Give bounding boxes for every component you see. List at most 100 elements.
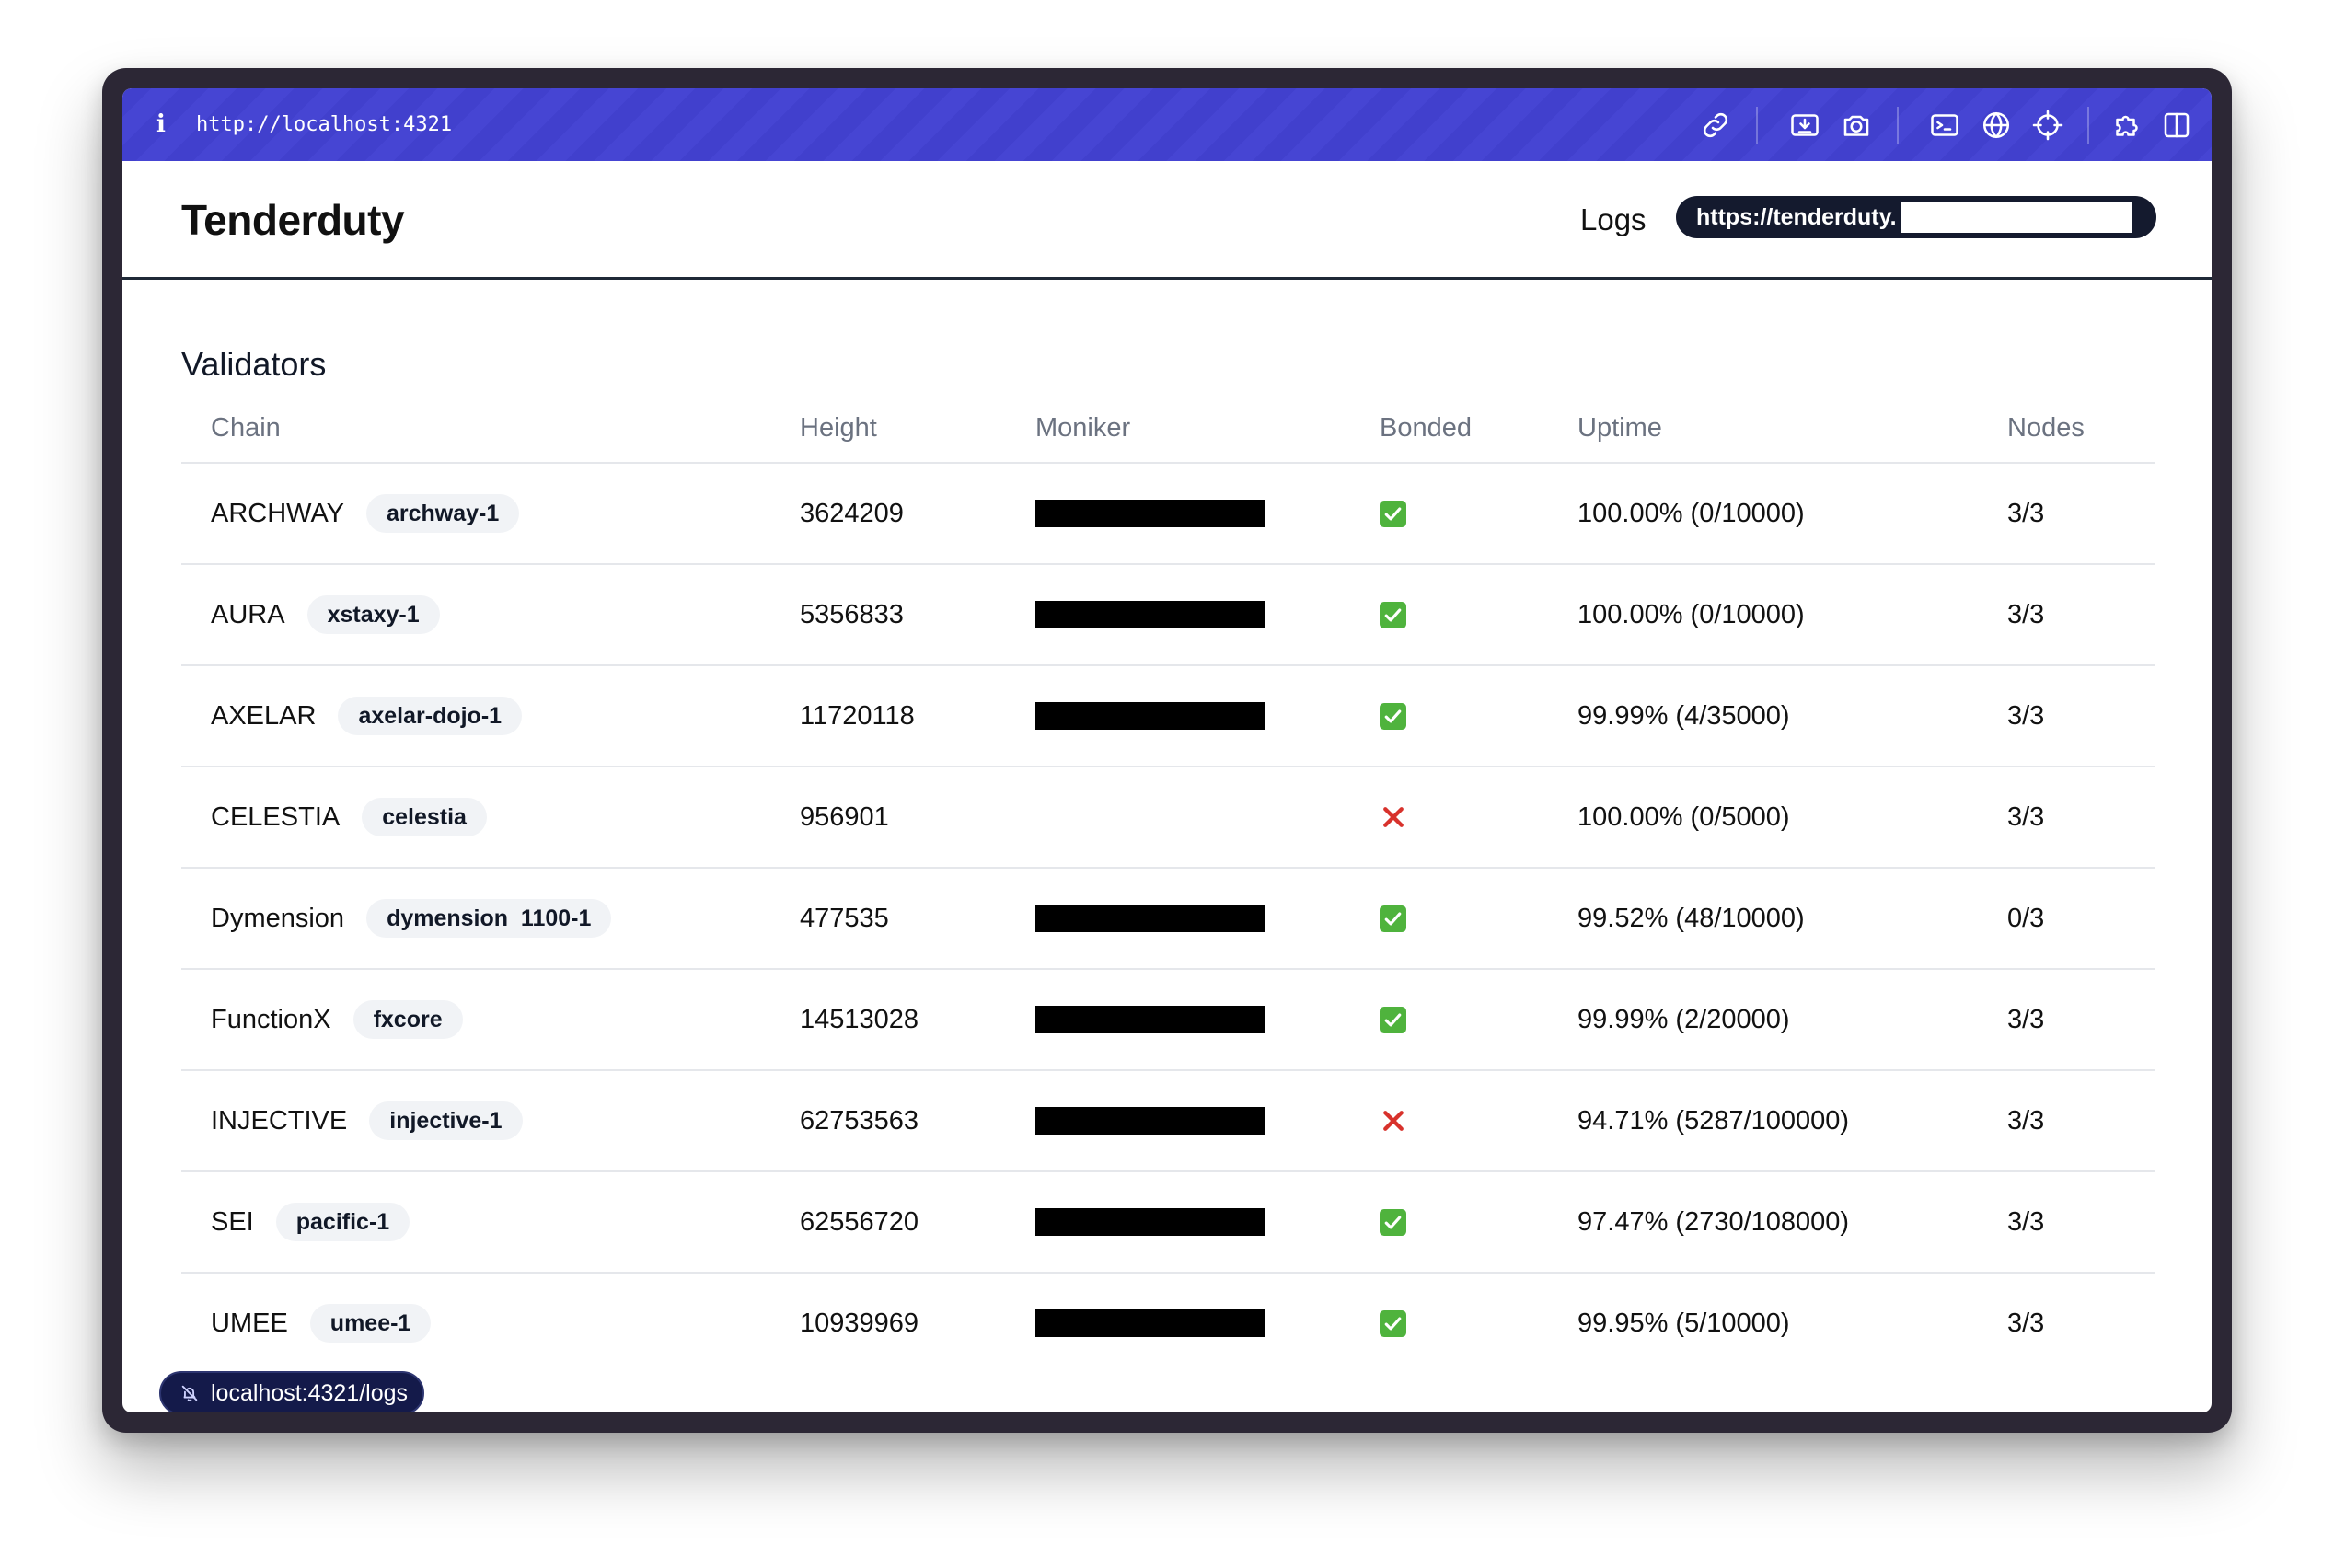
cell-uptime: 100.00% (0/10000) bbox=[1577, 599, 1805, 629]
cell-chain: CELESTIA celestia bbox=[211, 767, 487, 867]
cell-chain: INJECTIVE injective-1 bbox=[211, 1071, 523, 1170]
toolbar-divider bbox=[2087, 107, 2089, 144]
link-icon[interactable] bbox=[1699, 109, 1732, 142]
cell-moniker bbox=[1035, 869, 1265, 968]
cell-moniker bbox=[1035, 565, 1265, 664]
cell-bonded bbox=[1380, 1172, 1406, 1272]
moniker-redacted-bar bbox=[1035, 1208, 1265, 1236]
cell-height: 477535 bbox=[800, 903, 889, 933]
cell-height: 62556720 bbox=[800, 1206, 919, 1237]
chain-id-badge: axelar-dojo-1 bbox=[338, 697, 523, 735]
table-row: FunctionX fxcore 14513028 99.99% (2/20000) 3… bbox=[181, 970, 2155, 1071]
address-bar[interactable]: http://localhost:4321 bbox=[196, 113, 453, 136]
cell-bonded bbox=[1380, 464, 1406, 563]
brand-title: Tenderduty bbox=[181, 196, 405, 244]
status-link-text[interactable]: localhost:4321/logs bbox=[211, 1379, 409, 1406]
cell-bonded bbox=[1380, 1274, 1406, 1373]
chain-name: UMEE bbox=[211, 1308, 288, 1338]
cell-moniker bbox=[1035, 1274, 1265, 1373]
cell-chain: ARCHWAY archway-1 bbox=[211, 464, 520, 563]
moniker-redacted-bar bbox=[1035, 702, 1265, 730]
chain-name: INJECTIVE bbox=[211, 1105, 348, 1136]
cell-bonded bbox=[1380, 767, 1407, 867]
moniker-redacted-bar bbox=[1035, 500, 1265, 527]
globe-icon[interactable] bbox=[1980, 109, 2013, 142]
page-header: Tenderduty Logs https://tenderduty. bbox=[122, 161, 2212, 280]
cell-height: 62753563 bbox=[800, 1105, 919, 1136]
table-row: UMEE umee-1 10939969 99.95% (5/10000) 3/3 bbox=[181, 1274, 2155, 1375]
download-panel-icon[interactable] bbox=[1788, 109, 1821, 142]
column-header-uptime[interactable]: Uptime bbox=[1577, 413, 1662, 443]
browser-viewport: i http://localhost:4321 bbox=[122, 88, 2212, 1412]
cell-height: 11720118 bbox=[800, 700, 915, 731]
cell-bonded bbox=[1380, 565, 1406, 664]
cell-moniker bbox=[1035, 1172, 1265, 1272]
cell-height: 10939969 bbox=[800, 1308, 919, 1338]
section-title-validators: Validators bbox=[181, 345, 327, 383]
chain-name: CELESTIA bbox=[211, 801, 341, 832]
cell-uptime: 97.47% (2730/108000) bbox=[1577, 1206, 1850, 1237]
cell-chain: UMEE umee-1 bbox=[211, 1274, 432, 1373]
bonded-check-icon bbox=[1380, 601, 1406, 628]
cell-uptime: 100.00% (0/10000) bbox=[1577, 498, 1805, 528]
camera-icon[interactable] bbox=[1840, 109, 1873, 142]
toolbar-divider bbox=[1897, 107, 1899, 144]
status-link-pill[interactable]: localhost:4321/logs bbox=[159, 1371, 425, 1412]
column-header-chain[interactable]: Chain bbox=[211, 413, 281, 443]
logs-url-pill[interactable]: https://tenderduty. bbox=[1676, 196, 2156, 238]
logs-url-text[interactable]: https://tenderduty. bbox=[1696, 204, 1897, 230]
puzzle-icon[interactable] bbox=[2110, 109, 2143, 142]
redaction-mask bbox=[1901, 202, 2132, 233]
cell-nodes: 3/3 bbox=[2007, 1308, 2045, 1338]
chain-id-badge: archway-1 bbox=[366, 494, 520, 533]
chain-id-badge: umee-1 bbox=[309, 1304, 432, 1343]
table-row: INJECTIVE injective-1 62753563 94.71% (5287… bbox=[181, 1071, 2155, 1172]
bonded-check-icon bbox=[1380, 500, 1406, 527]
column-header-bonded[interactable]: Bonded bbox=[1380, 413, 1472, 443]
chain-id-badge: pacific-1 bbox=[275, 1203, 410, 1241]
chain-name: AURA bbox=[211, 599, 285, 629]
cell-bonded bbox=[1380, 869, 1406, 968]
terminal-icon[interactable] bbox=[1928, 109, 1961, 142]
cell-height: 5356833 bbox=[800, 599, 904, 629]
cell-bonded bbox=[1380, 1071, 1407, 1170]
bonded-check-icon bbox=[1380, 1309, 1406, 1337]
cell-uptime: 99.52% (48/10000) bbox=[1577, 903, 1805, 933]
cell-chain: FunctionX fxcore bbox=[211, 970, 463, 1069]
moniker-redacted-bar bbox=[1035, 1107, 1265, 1135]
table-row: CELESTIA celestia 956901 100.00% (0/5000) 3/… bbox=[181, 767, 2155, 869]
browser-toolbar: i http://localhost:4321 bbox=[122, 88, 2212, 161]
cell-height: 3624209 bbox=[800, 498, 904, 528]
cell-nodes: 3/3 bbox=[2007, 801, 2045, 832]
cell-height: 956901 bbox=[800, 801, 889, 832]
moniker-redacted-bar bbox=[1035, 1006, 1265, 1033]
cell-bonded bbox=[1380, 970, 1406, 1069]
bonded-check-icon bbox=[1380, 905, 1406, 932]
sidebar-icon[interactable] bbox=[2160, 109, 2193, 142]
chain-name: ARCHWAY bbox=[211, 498, 344, 528]
cell-uptime: 99.99% (2/20000) bbox=[1577, 1004, 1790, 1034]
cell-nodes: 3/3 bbox=[2007, 599, 2045, 629]
chain-id-badge: fxcore bbox=[352, 1000, 463, 1039]
column-header-moniker[interactable]: Moniker bbox=[1035, 413, 1131, 443]
cell-chain: AXELAR axelar-dojo-1 bbox=[211, 666, 523, 766]
info-icon[interactable]: i bbox=[156, 110, 166, 138]
column-header-nodes[interactable]: Nodes bbox=[2007, 413, 2085, 443]
cell-height: 14513028 bbox=[800, 1004, 919, 1034]
table-row: Dymension dymension_1100-1 477535 99.52% (4… bbox=[181, 869, 2155, 970]
cell-bonded bbox=[1380, 666, 1406, 766]
chain-name: AXELAR bbox=[211, 700, 317, 731]
table-body: ARCHWAY archway-1 3624209 100.00% (0/10000)… bbox=[181, 464, 2155, 1375]
chain-name: Dymension bbox=[211, 903, 345, 933]
table-row: AURA xstaxy-1 5356833 100.00% (0/10000) 3/3 bbox=[181, 565, 2155, 666]
crosshair-icon[interactable] bbox=[2031, 109, 2064, 142]
bell-off-icon bbox=[179, 1383, 200, 1403]
logs-label: Logs bbox=[1580, 202, 1647, 236]
cell-nodes: 3/3 bbox=[2007, 700, 2045, 731]
chain-id-badge: dymension_1100-1 bbox=[366, 899, 612, 938]
validators-table: Chain Height Moniker Bonded Uptime Nodes… bbox=[181, 392, 2155, 1375]
cell-nodes: 3/3 bbox=[2007, 498, 2045, 528]
moniker-redacted-bar bbox=[1035, 601, 1265, 628]
column-header-height[interactable]: Height bbox=[800, 413, 877, 443]
